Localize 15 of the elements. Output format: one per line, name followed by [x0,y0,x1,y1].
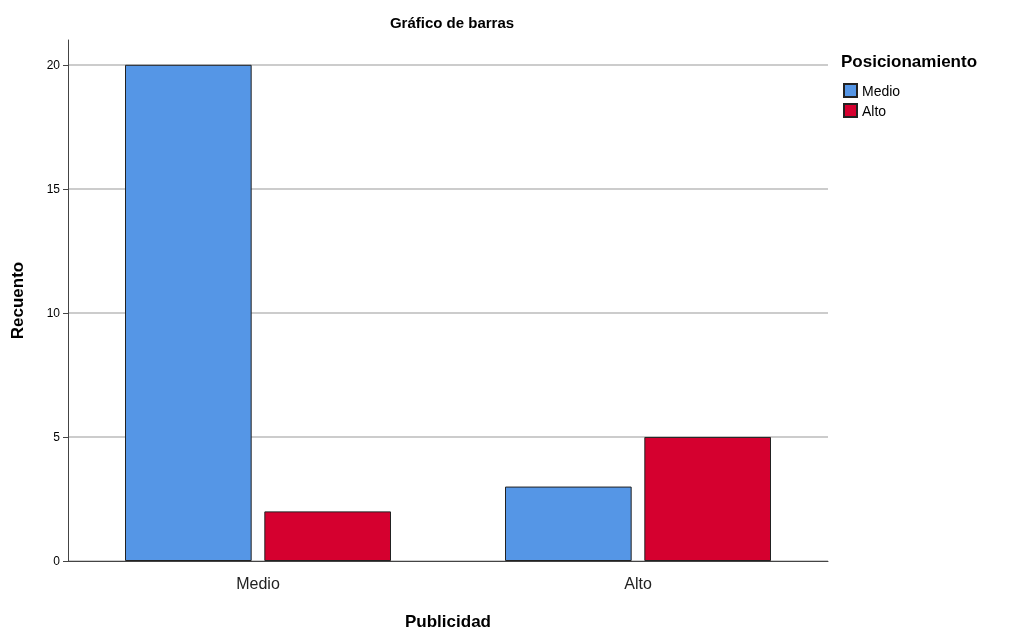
x-axis-title: Publicidad [405,612,491,631]
y-tick-label: 10 [46,305,61,320]
bar [644,436,771,561]
bar [264,511,391,561]
bar [125,64,252,561]
legend-label: Medio [862,82,901,99]
y-tick-label: 15 [46,181,61,196]
legend-label: Alto [862,102,887,119]
y-tick-label: 5 [53,429,61,444]
bar [505,486,632,561]
y-tick-label: 0 [53,554,61,568]
y-tick-label: 20 [46,57,61,72]
legend-title: Posicionamiento [841,52,978,71]
chart-title: Gráfico de barras [389,14,515,31]
y-axis-title: Recuento [8,261,27,340]
